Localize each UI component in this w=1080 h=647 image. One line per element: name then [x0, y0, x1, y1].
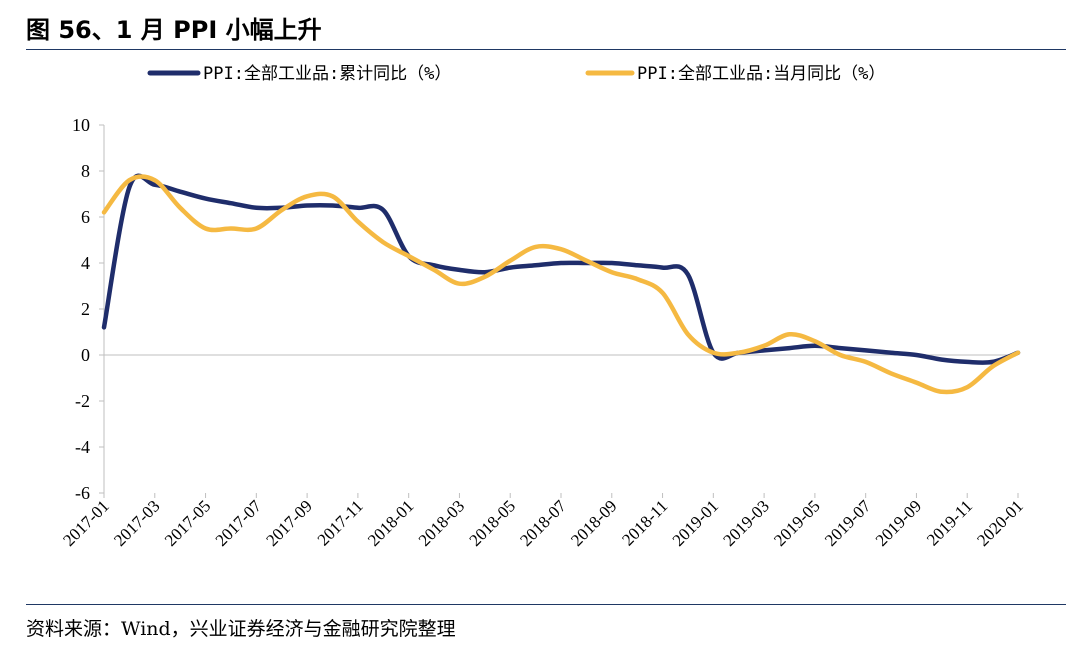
- x-tick-label: 2017-05: [161, 496, 215, 550]
- x-tick-label: 2019-09: [872, 496, 926, 550]
- y-tick-label: -4: [75, 437, 90, 457]
- top-divider: [26, 49, 1066, 50]
- y-tick-label: 4: [81, 253, 90, 273]
- x-tick-label: 2018-09: [567, 496, 621, 550]
- y-tick-label: 6: [81, 207, 90, 227]
- chart-title: 图 56、1 月 PPI 小幅上升: [26, 16, 322, 44]
- line-chart: PPI:全部工业品:累计同比（%） PPI:全部工业品:当月同比（%） 10 8 6…: [59, 64, 1027, 550]
- x-tick-label: 2019-05: [770, 496, 824, 550]
- series-layer: [101, 173, 1021, 395]
- x-tick-label: 2017-09: [262, 496, 316, 550]
- x-tick-labels: 2017-012017-032017-052017-072017-092017-…: [59, 493, 1027, 550]
- x-tick-label: 2018-01: [364, 496, 418, 550]
- x-tick-label: 2020-01: [973, 496, 1027, 550]
- y-tick-label: -6: [75, 483, 90, 503]
- series-line-cumulative: [101, 173, 1021, 365]
- y-tick-label: 10: [72, 115, 90, 135]
- legend-label-cumulative: PPI:全部工业品:累计同比（%）: [203, 64, 451, 84]
- bottom-divider: [26, 604, 1066, 605]
- series-line-monthly: [101, 174, 1021, 395]
- y-tick-label: 0: [81, 345, 90, 365]
- source-note: 资料来源：Wind，兴业证券经济与金融研究院整理: [26, 618, 456, 640]
- x-tick-label: 2018-11: [618, 496, 671, 549]
- x-tick-label: 2018-03: [415, 496, 469, 550]
- y-tick-label: 8: [81, 161, 90, 181]
- x-tick-label: 2017-03: [110, 496, 164, 550]
- legend-label-monthly: PPI:全部工业品:当月同比（%）: [637, 64, 885, 84]
- x-tick-label: 2019-11: [923, 496, 976, 549]
- y-tick-label: 2: [81, 299, 90, 319]
- x-tick-label: 2017-07: [212, 496, 266, 550]
- x-tick-label: 2019-07: [821, 496, 875, 550]
- y-tick-label: -2: [75, 391, 90, 411]
- x-tick-label: 2018-05: [466, 496, 520, 550]
- x-tick-label: 2017-11: [314, 496, 367, 549]
- x-tick-label: 2019-01: [669, 496, 723, 550]
- y-tick-labels: 10 8 6 4 2 0 -2 -4 -6: [72, 115, 104, 503]
- x-tick-label: 2017-01: [59, 496, 113, 550]
- x-tick-label: 2018-07: [516, 496, 570, 550]
- x-tick-label: 2019-03: [719, 496, 773, 550]
- legend: PPI:全部工业品:累计同比（%） PPI:全部工业品:当月同比（%）: [147, 64, 885, 84]
